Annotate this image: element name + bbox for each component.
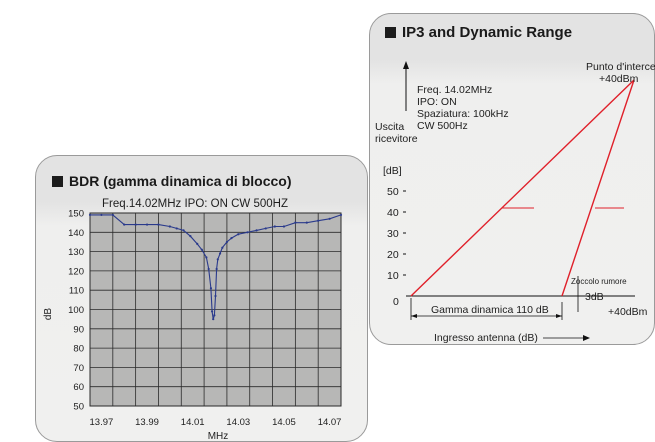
data-point [207,267,210,271]
y-tick-label-10: 10 [387,270,399,282]
data-point [182,229,185,232]
x-axis-label: MHz [208,431,229,442]
bdr-chart: Freq.14.02MHz IPO: ON CW 500HZ 150 140 130… [43,198,343,442]
x-tick-label: 14.05 [272,417,296,428]
y-axis-label: dB [43,308,54,321]
data-point [282,225,286,228]
data-point [246,231,249,234]
data-point [123,223,126,226]
black-square-icon [52,175,63,187]
data-point [213,314,216,317]
data-point [317,219,320,222]
ip3-diagram: Freq. 14.02MHz IPO: ON Spaziatura: 100kH… [375,61,655,344]
range-left-arrowhead [411,314,417,318]
y-tick-label: 130 [68,247,84,258]
fundamental-response-line [410,79,635,297]
bdr-series-points [88,213,343,321]
x-tick-label: 13.99 [135,417,159,428]
y-tick-label-30: 30 [387,228,399,240]
data-point [294,221,297,224]
data-point [175,227,178,230]
data-point [100,213,103,217]
data-point [88,213,92,217]
chart-subtitle: Freq.14.02MHz IPO: ON CW 500HZ [102,198,288,210]
y-tick-label: 120 [68,266,84,277]
data-point [111,213,114,217]
y-tick-label: 100 [68,305,84,316]
y-tick-label-50: 50 [387,186,399,198]
param-spacing: Spaziatura: 100kHz [417,108,509,120]
ip3-dynamic-range-panel: IP3 and Dynamic Range Freq. 14.02MHz IPO… [369,13,655,345]
data-point [215,267,218,271]
y-tick-label: 90 [73,324,84,335]
y-tick-labels: 150 140 130 120 110 100 90 80 70 60 50 [68,209,84,413]
x-axis-label: Ingresso antenna (dB) [434,332,538,344]
x-tick-labels: 13.97 13.99 14.01 14.03 14.05 14.07 [90,417,342,428]
black-square-icon [385,27,396,38]
data-point [210,310,214,313]
data-point [273,225,276,228]
data-point [230,236,233,240]
y-unit-label: [dB] [383,165,402,177]
noise-floor-label: Zoccolo rumore [571,277,627,286]
range-right-arrowhead [556,314,562,318]
data-point [218,252,222,255]
y-tick-label-0: 0 [393,296,399,308]
intercept-label-line-2: +40dBm [599,73,639,85]
param-freq: Freq. 14.02MHz [417,84,492,96]
ip3-title-text: IP3 and Dynamic Range [402,24,573,41]
data-point [196,242,199,245]
data-point [168,225,171,228]
right-axis-value: +40dBm [608,306,648,318]
data-point [209,287,213,290]
data-point [205,256,208,259]
y-tick-label: 80 [73,344,84,355]
data-point [134,223,137,226]
bdr-title-text: BDR (gamma dinamica di blocco) [69,173,292,189]
y-tick-label: 60 [73,382,84,393]
y-tick-label-20: 20 [387,249,399,261]
dynamic-range-label: Gamma dinamica 110 dB [431,304,549,316]
data-point [305,221,308,224]
x-tick-label: 13.97 [90,417,114,428]
data-point [189,235,192,238]
data-point [212,318,215,321]
y-axis-label-line-2: ricevitore [375,133,418,145]
data-point [264,227,267,230]
data-point [145,223,149,226]
param-cw: CW 500Hz [417,120,468,132]
bdr-chart-panel: BDR (gamma dinamica di blocco) Freq.14.0… [35,155,368,442]
noise-floor-value: 3dB [585,291,604,303]
data-point [328,217,331,220]
data-point [221,246,224,249]
y-axis-arrowhead [403,61,409,69]
data-point [237,233,240,236]
y-tick-label: 150 [68,209,84,220]
y-axis-label-line-1: Uscita [375,121,404,133]
y-tick-label: 70 [73,363,84,374]
x-tick-label: 14.01 [181,417,205,428]
y-tick-label-40: 40 [387,207,399,219]
y-tick-label: 110 [69,286,84,297]
data-point [255,229,258,232]
intercept-label-line-1: Punto d'intercetta [586,61,655,73]
x-tick-label: 14.07 [318,417,342,428]
x-axis-arrowhead [583,335,590,341]
third-order-line [561,79,635,297]
data-point [214,294,217,298]
bdr-panel-title: BDR (gamma dinamica di blocco) [52,173,291,189]
data-point [200,248,203,251]
data-point [216,258,219,261]
y-tick-label: 50 [73,402,84,413]
y-tick-label: 140 [68,228,84,239]
data-point [157,223,160,226]
data-point [225,240,229,244]
x-tick-label: 14.03 [226,417,250,428]
data-point [339,213,343,217]
param-ipo: IPO: ON [417,96,457,108]
ip3-panel-title: IP3 and Dynamic Range [385,24,572,41]
